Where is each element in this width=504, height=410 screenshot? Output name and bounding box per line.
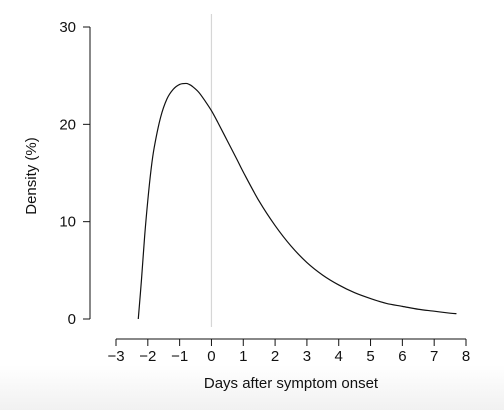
x-axis-title: Days after symptom onset bbox=[204, 375, 379, 392]
x-tick-label: 6 bbox=[398, 348, 406, 365]
x-tick-label: 1 bbox=[239, 348, 247, 365]
y-axis: 0 10 20 30 bbox=[59, 19, 91, 328]
x-tick-label: 8 bbox=[462, 348, 470, 365]
y-axis-title: Density (%) bbox=[23, 137, 40, 215]
x-ticks: −3 −2 −1 0 1 2 3 4 5 6 7 8 bbox=[107, 339, 470, 365]
x-tick-label: 0 bbox=[207, 348, 215, 365]
x-tick-label: 5 bbox=[366, 348, 374, 365]
x-tick-label: 3 bbox=[303, 348, 311, 365]
density-curve bbox=[137, 82, 457, 320]
x-tick-label: −3 bbox=[107, 348, 124, 365]
x-tick-label: 7 bbox=[430, 348, 438, 365]
x-tick-label: −2 bbox=[139, 348, 156, 365]
y-tick-label: 0 bbox=[68, 311, 76, 328]
x-tick-label: 2 bbox=[271, 348, 279, 365]
x-axis: −3 −2 −1 0 1 2 3 4 5 6 7 8 bbox=[107, 338, 470, 365]
y-tick-label: 10 bbox=[59, 214, 76, 231]
x-tick-label: −1 bbox=[171, 348, 188, 365]
plot-series bbox=[137, 82, 457, 320]
y-tick-label: 20 bbox=[59, 116, 76, 133]
x-tick-label: 4 bbox=[335, 348, 343, 365]
y-tick-label: 30 bbox=[59, 19, 76, 36]
y-ticks: 0 10 20 30 bbox=[59, 19, 90, 328]
